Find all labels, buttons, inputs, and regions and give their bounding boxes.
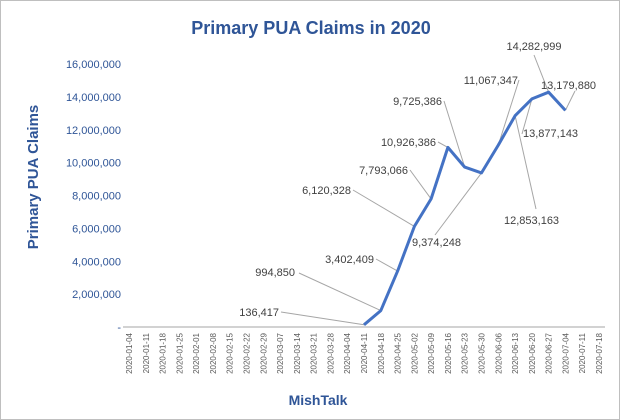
x-tick-label: 2020-05-30 bbox=[478, 332, 487, 373]
x-tick-label: 2020-07-11 bbox=[578, 332, 587, 373]
label-leader-line bbox=[409, 169, 432, 200]
label-leader-line bbox=[443, 100, 466, 168]
label-leader-line bbox=[352, 189, 415, 227]
y-tick-label: 6,000,000 bbox=[72, 223, 121, 235]
data-label: 13,179,880 bbox=[541, 80, 596, 92]
data-label: 994,850 bbox=[255, 267, 295, 279]
x-tick-label: 2020-05-09 bbox=[427, 332, 436, 373]
y-axis-title: Primary PUA Claims bbox=[25, 105, 42, 250]
x-tick-label: 2020-06-27 bbox=[545, 332, 554, 373]
data-label: 10,926,386 bbox=[381, 137, 436, 149]
x-tick-label: 2020-07-18 bbox=[595, 332, 604, 373]
data-label: 13,877,143 bbox=[523, 128, 578, 140]
data-labels: 136,417 994,850 3,402,409 6,120,328 7,793,06… bbox=[239, 41, 596, 319]
label-leader-line bbox=[521, 98, 533, 135]
y-tick-label: 16,000,000 bbox=[66, 59, 121, 71]
x-tick-label: 2020-02-22 bbox=[243, 332, 252, 373]
x-tick-label: 2020-04-11 bbox=[360, 332, 369, 373]
y-tick-label: 10,000,000 bbox=[66, 158, 121, 170]
y-tick-label: 8,000,000 bbox=[72, 191, 121, 203]
x-axis-ticks: 2020-01-04 2020-01-11 2020-01-18 2020-01-25… bbox=[125, 332, 604, 373]
x-tick-label: 2020-02-29 bbox=[259, 332, 268, 373]
x-tick-label: 2020-06-13 bbox=[511, 332, 520, 373]
series-line bbox=[363, 90, 567, 326]
data-label: 14,282,999 bbox=[506, 41, 561, 53]
label-leader-line bbox=[434, 172, 482, 236]
label-leader-lines bbox=[280, 54, 576, 326]
data-label: 12,853,163 bbox=[504, 215, 559, 227]
x-tick-label: 2020-04-18 bbox=[377, 332, 386, 373]
label-leader-line bbox=[437, 141, 449, 148]
x-tick-label: 2020-01-18 bbox=[159, 332, 168, 373]
label-leader-line bbox=[514, 115, 537, 210]
label-leader-line bbox=[533, 54, 550, 93]
x-tick-label: 2020-06-06 bbox=[494, 332, 503, 373]
x-tick-label: 2020-02-08 bbox=[209, 332, 218, 373]
x-tick-label: 2020-04-25 bbox=[394, 332, 403, 373]
data-label: 136,417 bbox=[239, 307, 279, 319]
x-tick-label: 2020-01-11 bbox=[142, 332, 151, 373]
x-tick-label: 2020-05-16 bbox=[444, 332, 453, 373]
x-tick-label: 2020-01-25 bbox=[175, 332, 184, 373]
label-leader-line bbox=[375, 258, 398, 272]
x-tick-label: 2020-03-21 bbox=[310, 332, 319, 373]
x-tick-label: 2020-03-07 bbox=[276, 332, 285, 373]
x-axis-title: MishTalk bbox=[289, 392, 348, 408]
x-tick-label: 2020-03-28 bbox=[326, 332, 335, 373]
x-tick-label: 2020-05-23 bbox=[461, 332, 470, 373]
data-label: 6,120,328 bbox=[302, 185, 351, 197]
y-tick-label: 4,000,000 bbox=[72, 256, 121, 268]
y-tick-label: 14,000,000 bbox=[66, 92, 121, 104]
x-tick-label: 2020-02-15 bbox=[226, 332, 235, 373]
data-label: 9,374,248 bbox=[412, 237, 461, 249]
x-tick-label: 2020-03-14 bbox=[293, 332, 302, 373]
label-leader-line bbox=[298, 272, 382, 312]
data-label: 3,402,409 bbox=[325, 254, 374, 266]
label-leader-line bbox=[564, 90, 576, 111]
x-tick-label: 2020-07-04 bbox=[561, 332, 570, 373]
y-axis-ticks: - 2,000,000 4,000,000 6,000,000 8,000,000 10,… bbox=[66, 59, 121, 334]
y-tick-label: - bbox=[117, 322, 121, 334]
x-tick-label: 2020-05-02 bbox=[410, 332, 419, 373]
y-tick-label: 2,000,000 bbox=[72, 289, 121, 301]
x-tick-label: 2020-01-04 bbox=[125, 332, 134, 373]
label-leader-line bbox=[280, 311, 365, 326]
y-tick-label: 12,000,000 bbox=[66, 125, 121, 137]
chart-title: Primary PUA Claims in 2020 bbox=[191, 18, 430, 38]
data-label: 11,067,347 bbox=[464, 75, 518, 87]
label-leader-line bbox=[497, 79, 520, 146]
data-label: 9,725,386 bbox=[393, 96, 442, 108]
x-tick-label: 2020-06-20 bbox=[528, 332, 537, 373]
x-tick-label: 2020-02-01 bbox=[192, 332, 201, 373]
data-label: 7,793,066 bbox=[359, 165, 408, 177]
x-tick-label: 2020-04-04 bbox=[343, 332, 352, 373]
